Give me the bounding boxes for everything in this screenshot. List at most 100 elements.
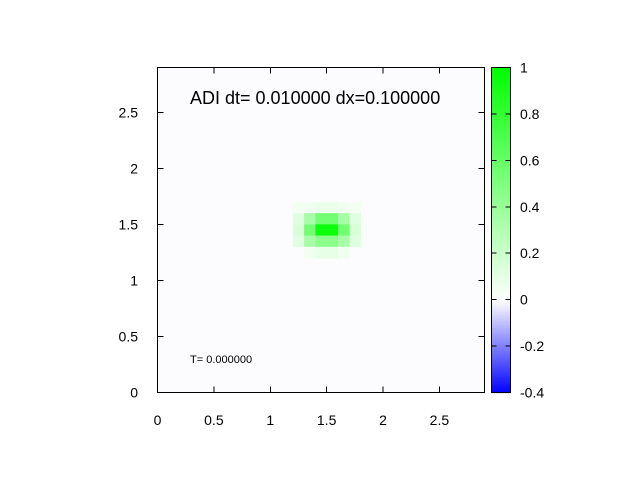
colorbar-segment <box>491 325 511 329</box>
colorbar-segment <box>491 329 511 333</box>
colorbar-tick-label: 0.4 <box>520 199 540 215</box>
heatmap-cell <box>337 235 350 248</box>
colorbar-segment <box>491 181 511 185</box>
colorbar-tick-label: 0 <box>520 292 528 308</box>
heatmap-cell <box>292 224 305 237</box>
heatmap-cell <box>337 201 350 214</box>
colorbar-segment <box>491 355 511 359</box>
colorbar-segment <box>491 264 511 268</box>
y-tick-label: 2.5 <box>119 104 139 120</box>
colorbar-segment <box>491 146 511 150</box>
heatmap-cell <box>326 213 339 225</box>
colorbar-segment <box>491 299 511 303</box>
colorbar-segment <box>491 174 511 178</box>
colorbar-segment <box>491 90 511 94</box>
colorbar-segment <box>491 269 511 273</box>
colorbar-segment <box>491 160 511 164</box>
colorbar-segment <box>491 234 511 238</box>
x-tick-label: 1 <box>266 412 274 428</box>
colorbar-segment <box>491 276 511 280</box>
heatmap-cell <box>315 201 328 214</box>
y-tick-label: 1 <box>130 272 138 288</box>
heatmap-cell <box>326 201 339 214</box>
colorbar-segment <box>491 366 511 370</box>
colorbar-segment <box>491 79 511 83</box>
colorbar-segment <box>491 83 511 87</box>
colorbar-segment <box>491 69 511 73</box>
colorbar-segment <box>491 357 511 361</box>
colorbar-segment <box>491 339 511 343</box>
colorbar-segment <box>491 72 511 76</box>
colorbar-segment <box>491 378 511 382</box>
colorbar-segment <box>491 102 511 106</box>
heatmap-cell <box>315 246 328 259</box>
colorbar-segment <box>491 183 511 187</box>
colorbar-segment <box>491 336 511 340</box>
colorbar-segment <box>491 125 511 129</box>
colorbar-segment <box>491 202 511 206</box>
colorbar-segment <box>491 260 511 264</box>
colorbar-frame <box>491 67 511 393</box>
heatmap-cell <box>315 235 328 248</box>
colorbar-segment <box>491 220 511 224</box>
colorbar-segment <box>491 209 511 213</box>
colorbar-segment <box>491 373 511 377</box>
colorbar-tick-label: 0.8 <box>520 106 540 122</box>
colorbar-segment <box>491 227 511 231</box>
colorbar-segment <box>491 243 511 247</box>
colorbar-segment <box>491 192 511 196</box>
heatmap-cell <box>304 224 316 237</box>
colorbar-segment <box>491 236 511 240</box>
colorbar-segment <box>491 185 511 189</box>
y-tick-label: 0 <box>130 385 138 401</box>
colorbar-segment <box>491 274 511 278</box>
colorbar-segment <box>491 95 511 99</box>
colorbar-segment <box>491 241 511 245</box>
colorbar-segment <box>491 288 511 291</box>
colorbar-segment <box>491 81 511 85</box>
colorbar-tick-label: 0.2 <box>520 245 540 261</box>
x-tick-label: 2.5 <box>430 412 450 428</box>
heatmap-cell <box>349 213 361 225</box>
colorbar-segment <box>491 387 511 391</box>
colorbar-segment <box>491 104 511 108</box>
y-tick-label: 2 <box>130 160 138 176</box>
colorbar-segment <box>491 278 511 282</box>
colorbar-segment <box>491 232 511 236</box>
heatmap-cell <box>304 246 316 259</box>
colorbar-segment <box>491 350 511 354</box>
colorbar-segment <box>491 218 511 222</box>
colorbar-segment <box>491 153 511 157</box>
heatmap-cell <box>349 235 361 248</box>
colorbar-segment <box>491 281 511 284</box>
heatmap-cell <box>326 246 339 259</box>
colorbar-segment <box>491 295 511 298</box>
heatmap-cell <box>337 246 350 259</box>
heatmap-cell <box>349 201 361 214</box>
colorbar-segment <box>491 301 511 305</box>
colorbar-segment <box>491 230 511 233</box>
y-tick-label: 0.5 <box>119 328 139 344</box>
colorbar-segment <box>491 253 511 257</box>
colorbar-segment <box>491 120 511 124</box>
colorbar-segment <box>491 353 511 356</box>
colorbar-segment <box>491 74 511 78</box>
colorbar-segment <box>491 211 511 215</box>
colorbar-segment <box>491 158 511 161</box>
x-tick-label: 2 <box>379 412 387 428</box>
colorbar-segment <box>491 139 511 143</box>
colorbar-segment <box>491 137 511 141</box>
heatmap-cell <box>292 201 305 214</box>
colorbar-segment <box>491 348 511 352</box>
colorbar-segment <box>491 76 511 80</box>
colorbar-segment <box>491 343 511 347</box>
colorbar-tick-label: 0.6 <box>520 152 540 168</box>
colorbar-segment <box>491 371 511 375</box>
colorbar-segment <box>491 334 511 338</box>
colorbar-segment <box>491 290 511 294</box>
colorbar-segment <box>491 383 511 387</box>
colorbar-segment <box>491 176 511 180</box>
colorbar-segment <box>491 67 511 71</box>
colorbar-segment <box>491 239 511 243</box>
colorbar-segment <box>491 308 511 312</box>
